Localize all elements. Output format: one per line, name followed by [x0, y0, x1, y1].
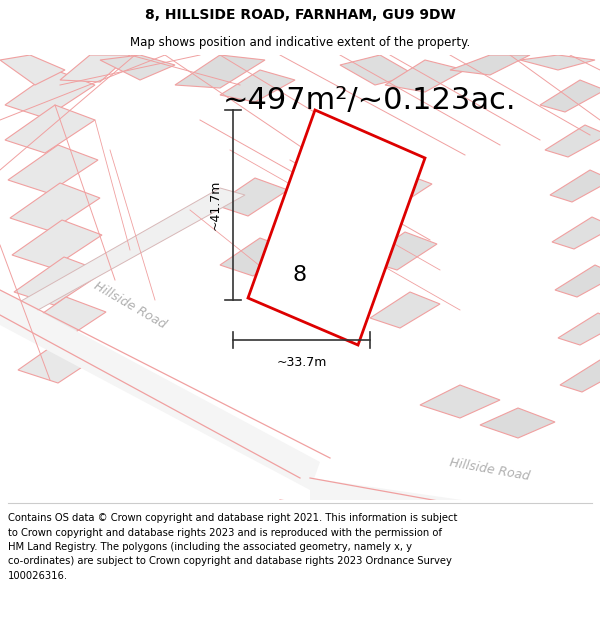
Polygon shape	[365, 232, 437, 270]
Polygon shape	[12, 220, 102, 268]
Polygon shape	[100, 55, 175, 80]
Polygon shape	[555, 265, 600, 297]
Polygon shape	[8, 145, 98, 193]
Polygon shape	[220, 238, 293, 276]
Text: Map shows position and indicative extent of the property.: Map shows position and indicative extent…	[130, 36, 470, 49]
Polygon shape	[5, 105, 95, 153]
Polygon shape	[520, 55, 595, 70]
Polygon shape	[450, 55, 530, 75]
Text: Contains OS data © Crown copyright and database right 2021. This information is : Contains OS data © Crown copyright and d…	[8, 513, 457, 523]
Text: ~33.7m: ~33.7m	[277, 356, 326, 369]
Polygon shape	[540, 80, 600, 112]
Polygon shape	[16, 297, 106, 345]
Text: co-ordinates) are subject to Crown copyright and database rights 2023 Ordnance S: co-ordinates) are subject to Crown copyr…	[8, 556, 452, 566]
Polygon shape	[0, 290, 320, 490]
Polygon shape	[10, 183, 100, 231]
Polygon shape	[220, 70, 295, 102]
Polygon shape	[558, 313, 600, 345]
Polygon shape	[248, 110, 425, 345]
Polygon shape	[545, 125, 600, 157]
Text: 100026316.: 100026316.	[8, 571, 68, 581]
Polygon shape	[0, 55, 65, 85]
Polygon shape	[175, 55, 265, 88]
Text: HM Land Registry. The polygons (including the associated geometry, namely x, y: HM Land Registry. The polygons (includin…	[8, 542, 412, 552]
Text: 8: 8	[293, 265, 307, 285]
Polygon shape	[18, 335, 108, 383]
Text: Hillside Road: Hillside Road	[449, 456, 531, 484]
Polygon shape	[385, 60, 465, 92]
Polygon shape	[480, 408, 555, 438]
Polygon shape	[340, 55, 415, 85]
Polygon shape	[310, 478, 600, 540]
Polygon shape	[560, 360, 600, 392]
Polygon shape	[0, 188, 245, 320]
Polygon shape	[14, 257, 104, 305]
Text: 8, HILLSIDE ROAD, FARNHAM, GU9 9DW: 8, HILLSIDE ROAD, FARNHAM, GU9 9DW	[145, 8, 455, 22]
Polygon shape	[550, 170, 600, 202]
Text: ~41.7m: ~41.7m	[209, 180, 221, 230]
Text: Hillside Road: Hillside Road	[92, 279, 169, 331]
Polygon shape	[420, 385, 500, 418]
Polygon shape	[360, 172, 432, 210]
Text: to Crown copyright and database rights 2023 and is reproduced with the permissio: to Crown copyright and database rights 2…	[8, 528, 442, 538]
Polygon shape	[370, 292, 440, 328]
Polygon shape	[215, 178, 288, 216]
Polygon shape	[60, 55, 130, 82]
Polygon shape	[5, 70, 95, 118]
Text: ~497m²/~0.123ac.: ~497m²/~0.123ac.	[223, 86, 517, 114]
Polygon shape	[552, 217, 600, 249]
